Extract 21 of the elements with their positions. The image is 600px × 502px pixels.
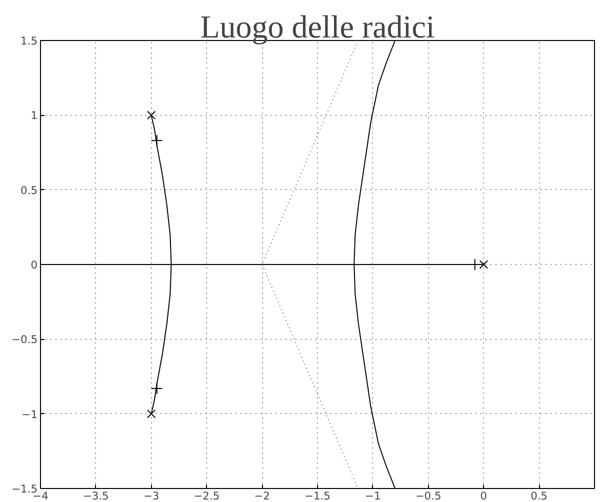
x-tick-label: 0 bbox=[480, 490, 488, 502]
x-tick-label: −3 bbox=[143, 490, 160, 502]
point bbox=[150, 382, 163, 394]
x-tick-label: −2 bbox=[254, 490, 270, 502]
point bbox=[479, 260, 488, 269]
y-tick-label: −1 bbox=[22, 408, 38, 421]
point bbox=[146, 110, 156, 120]
x-tick-label: −0.5 bbox=[415, 490, 442, 502]
y-tick-label: 0.5 bbox=[20, 184, 38, 197]
point bbox=[146, 409, 156, 418]
x-tick-label: 0.5 bbox=[530, 490, 548, 502]
x-tick-label: −3.5 bbox=[82, 490, 109, 502]
x-tick-label: −1 bbox=[365, 490, 381, 502]
x-tick-label: −2.5 bbox=[194, 490, 220, 502]
y-tick-label: 1.5 bbox=[20, 34, 38, 48]
y-tick-label: 0 bbox=[30, 258, 38, 272]
y-tick-label: −0.5 bbox=[12, 333, 38, 346]
y-tick-label: 1 bbox=[30, 109, 38, 122]
x-tick-label: −1.5 bbox=[304, 490, 330, 502]
point bbox=[150, 134, 163, 147]
chart-title: Luogo delle radici bbox=[200, 8, 435, 44]
